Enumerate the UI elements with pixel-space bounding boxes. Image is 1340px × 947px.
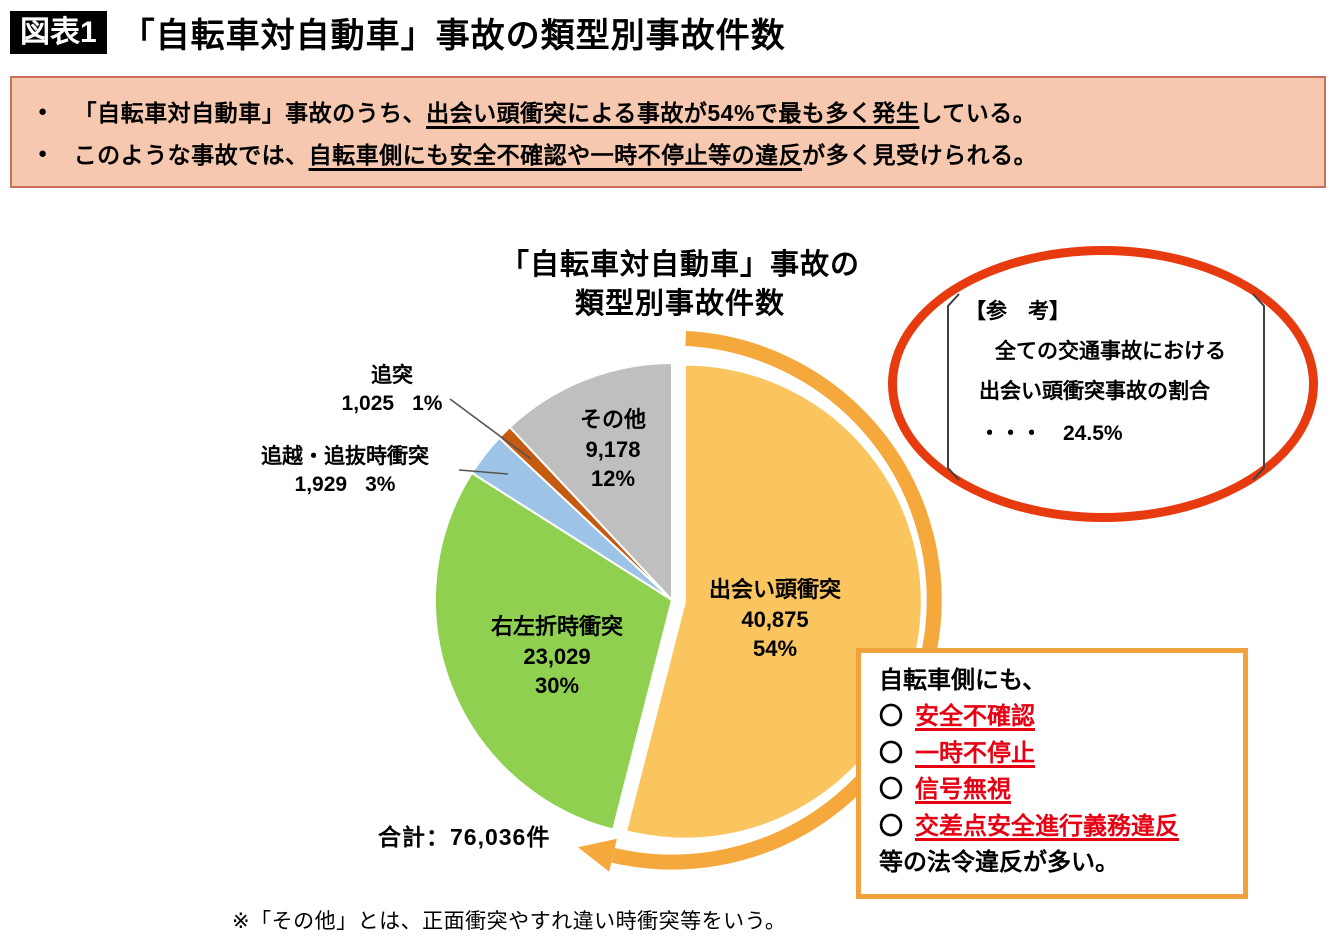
violation-row-1: 〇 安全不確認: [879, 699, 1225, 735]
total-label: 合計：76,036件: [378, 824, 551, 850]
summary-1-pre: 「自転車対自動車」事故のうち、: [73, 100, 427, 126]
bracket-right: [1252, 293, 1265, 481]
slice-pct: 3%: [365, 473, 396, 497]
pie-slice-5: [508, 361, 673, 603]
summary-2-pre: このような事故では、: [73, 142, 309, 168]
violation-item-4: 交差点安全進行義務違反: [915, 812, 1179, 840]
summary-bullet-2: ● このような事故では、自転車側にも安全不確認や一時不停止等の違反が多く見受けら…: [38, 136, 1298, 170]
slice-pct: 12%: [590, 466, 636, 492]
violation-intro: 自転車側にも、: [879, 667, 1047, 694]
figure-header: 図表1 「自転車対自動車」事故の類型別事故件数: [10, 8, 786, 57]
slice-pct: 54%: [752, 636, 798, 662]
label-slice-oikoshi: 追越・追抜時衝突 1,929 3%: [261, 443, 429, 500]
slice-value: 1,025: [341, 392, 395, 416]
circle-marker-icon: 〇: [879, 739, 903, 767]
summary-text-1: 「自転車対自動車」事故のうち、出会い頭衝突による事故が54%で最も多く発生してい…: [74, 94, 1037, 128]
slice-label: その他: [579, 407, 647, 432]
bullet-icon: ●: [38, 144, 48, 162]
pie-slice-1: [624, 363, 923, 840]
reference-heading: 【参 考】: [965, 300, 1070, 323]
violation-item-3: 信号無視: [915, 776, 1011, 804]
bracket-decoration: [947, 293, 1265, 481]
violation-box: 自転車側にも、 〇 安全不確認 〇 一時不停止 〇 信号無視 〇 交差点安全進行…: [856, 648, 1248, 899]
summary-2-post: が多く見受けられる。: [802, 142, 1038, 168]
violation-item-1: 安全不確認: [915, 703, 1035, 731]
violation-row-3: 〇 信号無視: [879, 772, 1225, 808]
bracket-left: [947, 293, 960, 481]
summary-box: ● 「自転車対自動車」事故のうち、出会い頭衝突による事故が54%で最も多く発生し…: [10, 76, 1326, 188]
summary-1-post: している。: [919, 100, 1037, 126]
slice-label: 追突: [370, 364, 413, 387]
slice-label: 追越・追抜時衝突: [261, 445, 429, 468]
footnote: ※「その他」とは、正面衝突やすれ違い時衝突等をいう。: [232, 910, 787, 933]
summary-bullet-1: ● 「自転車対自動車」事故のうち、出会い頭衝突による事故が54%で最も多く発生し…: [38, 94, 1298, 128]
slice-label: 右左折時衝突: [490, 614, 624, 639]
summary-2-emphasis: 自転車側にも安全不確認や一時不停止等の違反: [308, 142, 803, 168]
slice-pct: 1%: [412, 392, 443, 416]
leader-line-1: [449, 398, 532, 460]
violation-row-2: 〇 一時不停止: [879, 736, 1225, 772]
slice-value-row: 1,025 1%: [342, 390, 443, 418]
slice-value: 1,929: [294, 473, 348, 497]
summary-text-2: このような事故では、自転車側にも安全不確認や一時不停止等の違反が多く見受けられる…: [74, 136, 1038, 170]
slice-value: 9,178: [585, 436, 641, 462]
reference-line-2: 出会い頭衝突事故の割合: [979, 380, 1210, 403]
emphasis-arc-arrow: [611, 330, 942, 870]
label-slice-sonota: その他 9,178 12%: [580, 405, 646, 494]
reference-line-1: 全ての交通事故における: [995, 340, 1226, 363]
slice-label: 出会い頭衝突: [708, 577, 842, 602]
violation-item-2: 一時不停止: [915, 739, 1035, 767]
leader-line-2: [458, 469, 509, 475]
label-slice-deaigashira: 出会い頭衝突 40,875 54%: [709, 575, 841, 664]
chart-title: 「自転車対自動車」事故の 類型別事故件数: [500, 246, 860, 324]
label-slice-usasetsu: 右左折時衝突 23,029 30%: [491, 612, 623, 701]
summary-1-emphasis: 出会い頭衝突による事故が54%で最も多く発生: [426, 100, 920, 126]
circle-marker-icon: 〇: [879, 812, 903, 840]
slice-value: 23,029: [523, 643, 591, 669]
reference-line-3: ・・・ 24.5%: [979, 422, 1123, 445]
slice-pct: 30%: [534, 673, 580, 699]
violation-row-4: 〇 交差点安全進行義務違反: [879, 809, 1225, 845]
circle-marker-icon: 〇: [879, 776, 903, 804]
reference-bubble: 【参 考】 全ての交通事故における 出会い頭衝突事故の割合 ・・・ 24.5%: [888, 246, 1318, 522]
slice-value-row: 1,929 3%: [261, 471, 429, 499]
chart-title-line-2: 類型別事故件数: [574, 288, 786, 321]
circle-marker-icon: 〇: [879, 703, 903, 731]
page-title: 「自転車対自動車」事故の類型別事故件数: [120, 17, 786, 55]
bullet-icon: ●: [38, 102, 48, 120]
violation-outro: 等の法令違反が多い。: [879, 849, 1119, 877]
slice-value: 40,875: [741, 606, 809, 632]
pie-slice-2: [434, 471, 674, 831]
arc-arrowhead-icon: [578, 838, 617, 872]
chart-title-line-1: 「自転車対自動車」事故の: [499, 249, 861, 281]
reference-content: 【参 考】 全ての交通事故における 出会い頭衝突事故の割合 ・・・ 24.5%: [945, 291, 1267, 483]
figure-badge: 図表1: [10, 11, 107, 54]
label-slice-tsuitotsu: 追突 1,025 1%: [342, 362, 443, 419]
